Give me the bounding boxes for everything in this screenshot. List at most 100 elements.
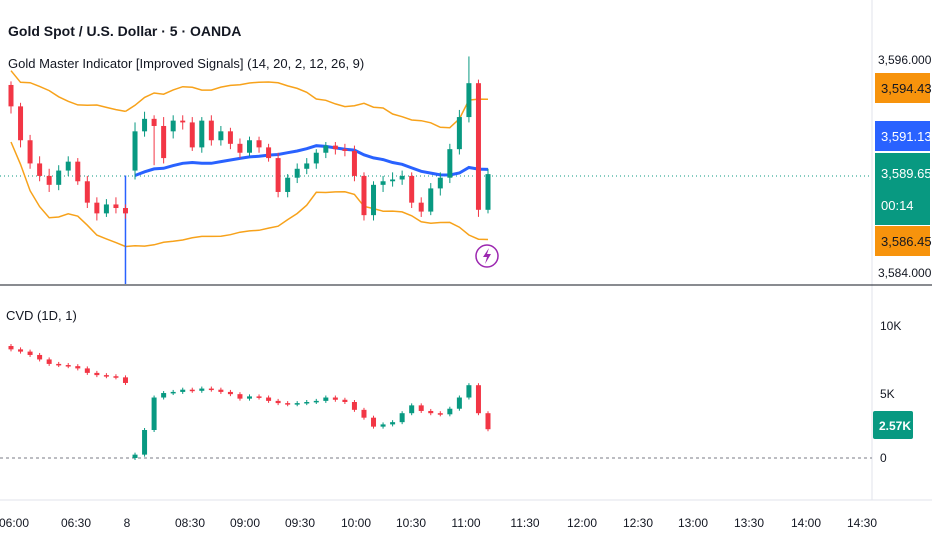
candle xyxy=(294,163,300,184)
price-candles xyxy=(8,56,491,221)
price-badge-bg xyxy=(875,158,930,188)
candle-body xyxy=(27,140,33,164)
cvd-candle xyxy=(84,366,90,375)
cvd-body xyxy=(94,372,100,376)
candle-body xyxy=(46,175,52,185)
cvd-candle xyxy=(18,347,24,354)
candle xyxy=(428,183,434,216)
cvd-body xyxy=(113,376,119,378)
cvd-candle xyxy=(37,352,43,362)
cvd-body xyxy=(390,422,396,425)
candle-body xyxy=(56,170,62,185)
cvd-candle xyxy=(218,387,224,394)
candle xyxy=(485,168,491,214)
candle xyxy=(304,158,310,175)
candle xyxy=(437,172,443,196)
cvd-axis-label: 10K xyxy=(880,319,901,333)
candle xyxy=(418,197,424,217)
candle-body xyxy=(208,120,214,141)
candle-body xyxy=(285,177,291,192)
candle-body xyxy=(132,131,138,171)
candle xyxy=(208,115,214,146)
cvd-body xyxy=(218,389,224,392)
basis-ma-line xyxy=(134,144,489,177)
cvd-axis-label: 0 xyxy=(880,451,887,465)
cvd-candle xyxy=(8,344,14,352)
cvd-body xyxy=(75,366,81,369)
candle-body xyxy=(332,145,338,150)
cvd-candle xyxy=(208,386,214,392)
cvd-candle xyxy=(75,364,81,371)
upper-band-session1 xyxy=(10,70,126,113)
candle-body xyxy=(122,208,128,214)
signal-lightning-icon[interactable] xyxy=(475,244,499,268)
candle-body xyxy=(8,84,14,107)
candle xyxy=(313,149,319,169)
candle xyxy=(342,143,348,157)
time-label: 08:30 xyxy=(175,516,205,530)
cvd-body xyxy=(418,405,424,411)
candle xyxy=(46,168,52,192)
price-badge-bg xyxy=(875,190,930,222)
cvd-body xyxy=(189,389,195,392)
candle-body xyxy=(218,131,224,141)
candle-body xyxy=(75,161,81,182)
candle xyxy=(332,142,338,155)
cvd-candles xyxy=(8,344,491,460)
cvd-candle xyxy=(275,398,281,406)
cvd-body xyxy=(46,359,52,364)
cvd-candle xyxy=(103,373,109,379)
price-axis-top-label: 3,596.000 xyxy=(878,53,932,67)
time-label: 12:00 xyxy=(567,516,597,530)
cvd-legend[interactable]: CVD (1D, 1) xyxy=(6,308,77,323)
price-badge-bg xyxy=(875,226,930,256)
cvd-body xyxy=(84,368,90,373)
cvd-body xyxy=(361,409,367,418)
cvd-candle xyxy=(132,452,138,460)
candle xyxy=(56,165,62,191)
cvd-body xyxy=(237,394,243,399)
cvd-body xyxy=(351,402,357,410)
cvd-body xyxy=(437,413,443,415)
indicator-legend[interactable]: Gold Master Indicator [Improved Signals]… xyxy=(8,56,365,71)
cvd-candle xyxy=(485,411,491,432)
cvd-body xyxy=(37,354,43,360)
cvd-body xyxy=(65,365,71,367)
time-label: 14:00 xyxy=(791,516,821,530)
cvd-candle xyxy=(56,361,62,368)
candle xyxy=(170,115,176,139)
price-badge: 3,589.650 xyxy=(875,158,932,188)
cvd-candle xyxy=(313,398,319,404)
candle xyxy=(380,175,386,192)
cvd-candle xyxy=(304,400,310,406)
cvd-body xyxy=(485,413,491,430)
candle-body xyxy=(437,177,443,189)
candle-body xyxy=(323,145,329,153)
lower-band xyxy=(125,191,489,248)
cvd-candle xyxy=(409,403,415,416)
candle xyxy=(151,115,157,166)
time-axis[interactable]: 06:00 06:30 8 08:30 09:00 09:30 10:00 10:30 11:0… xyxy=(0,516,877,530)
cvd-candle xyxy=(294,401,300,407)
candle xyxy=(37,156,43,182)
cvd-candle xyxy=(371,415,377,429)
candle xyxy=(132,122,138,180)
cvd-body xyxy=(266,397,272,401)
cvd-candle xyxy=(180,387,186,394)
candle-body xyxy=(199,120,205,148)
cvd-axis-label: 5K xyxy=(880,387,895,401)
cvd-candle xyxy=(418,403,424,413)
time-label: 12:30 xyxy=(623,516,653,530)
candle xyxy=(65,156,71,176)
time-label: 10:30 xyxy=(396,516,426,530)
cvd-body xyxy=(199,388,205,391)
cvd-candle xyxy=(399,411,405,425)
cvd-body xyxy=(456,397,462,409)
candle xyxy=(218,125,224,146)
cvd-candle xyxy=(65,363,71,369)
price-badge-label: 3,591.136 xyxy=(881,129,932,144)
candle xyxy=(227,127,233,150)
cvd-candle xyxy=(285,401,291,407)
symbol-title[interactable]: Gold Spot / U.S. Dollar · 5 · OANDA xyxy=(8,23,242,39)
